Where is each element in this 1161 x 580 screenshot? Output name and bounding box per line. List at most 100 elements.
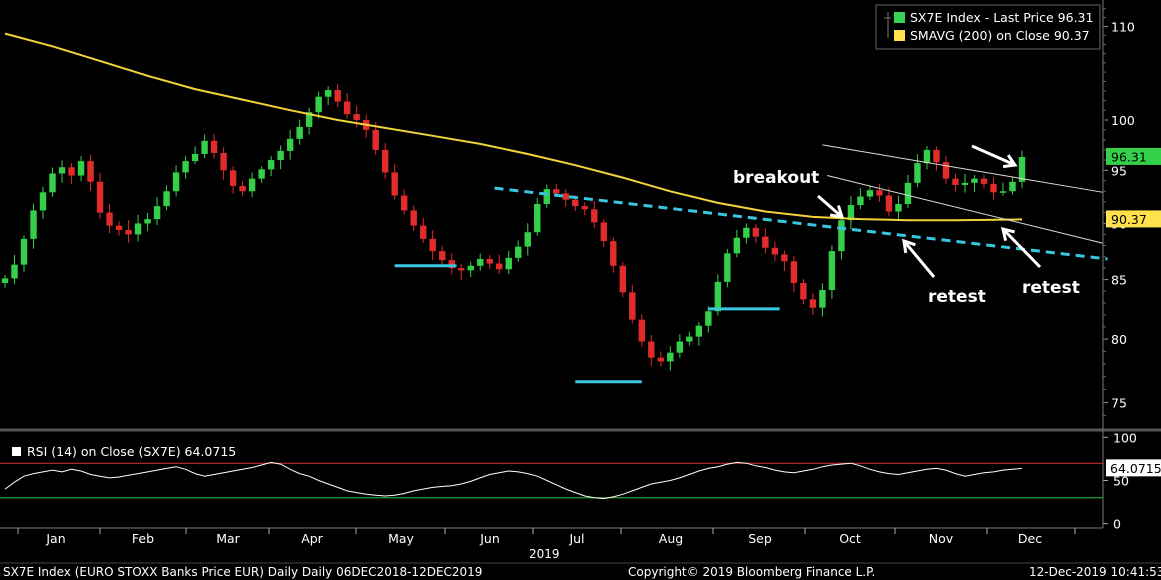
candle (467, 261, 474, 278)
candle (619, 261, 627, 298)
candle-body (286, 138, 294, 151)
candle (961, 173, 969, 193)
candle-body (324, 90, 332, 97)
candle-body (315, 96, 322, 113)
price-ytick-label: 110 (1111, 19, 1135, 34)
candle-body (439, 251, 446, 261)
rsi-last-tag: 64.0715 (1106, 459, 1161, 477)
candle-body (971, 178, 978, 183)
candle (486, 254, 493, 270)
candle (581, 202, 588, 216)
candle-body (676, 341, 684, 353)
candle-body (334, 90, 341, 102)
year-label: 2019 (529, 547, 560, 561)
candle (743, 223, 750, 244)
candle-body (572, 199, 579, 207)
candle (201, 134, 208, 159)
candle (933, 146, 940, 171)
candle (305, 107, 313, 135)
candle-body (505, 257, 512, 270)
candle (543, 184, 550, 208)
candle (695, 321, 703, 346)
candle-body (781, 254, 788, 262)
candle (286, 129, 294, 160)
legend-swatch-sma (894, 30, 905, 41)
candle-body (229, 170, 237, 186)
svg-text:90.37: 90.37 (1111, 212, 1147, 227)
candle-body (305, 112, 313, 127)
candle (87, 154, 94, 191)
candle-body (267, 160, 275, 170)
candle-body (866, 190, 874, 197)
footer-center: Copyright© 2019 Bloomberg Finance L.P. (628, 565, 875, 579)
candle (980, 174, 988, 189)
footer-right: 12-Dec-2019 10:41:53 (1029, 565, 1161, 579)
candle (809, 293, 817, 316)
candle-body (372, 129, 379, 150)
candle-body (39, 192, 47, 211)
candle (923, 145, 931, 170)
candle (182, 156, 189, 179)
candle (248, 172, 256, 198)
candle (914, 154, 921, 188)
candle-body (467, 265, 474, 271)
candle-body (134, 223, 142, 235)
rsi-title: RSI (14) on Close (SX7E) 64.0715 (27, 444, 236, 459)
candle-body (904, 182, 912, 205)
candle-body (239, 185, 246, 192)
candle (343, 92, 351, 119)
candle (1009, 176, 1016, 195)
candle (534, 197, 541, 236)
arrow-breakout (817, 194, 845, 219)
candle-body (562, 193, 569, 200)
candle-body (496, 263, 503, 270)
candle (762, 228, 769, 254)
candle (458, 263, 465, 280)
candle (876, 183, 883, 202)
candle (819, 283, 826, 317)
candle (372, 122, 379, 155)
candle-body (752, 227, 760, 237)
sma200-line (4, 32, 1023, 222)
candle (96, 172, 104, 219)
candle-body (581, 206, 588, 210)
annotation-breakout: breakout (733, 168, 819, 188)
candle-body (838, 220, 845, 252)
candle-body (458, 268, 465, 271)
candle-body (895, 204, 902, 212)
candle-body (191, 153, 199, 162)
candle (258, 166, 265, 184)
arrow-channel-break (971, 144, 1018, 169)
candle (952, 173, 959, 192)
candle (866, 186, 874, 201)
candle (296, 119, 303, 145)
candle (153, 197, 161, 226)
candle (990, 177, 997, 200)
candle (838, 214, 845, 260)
candle-body (885, 195, 893, 212)
price-last-tag: 96.31 (1106, 147, 1161, 165)
candle-body (762, 236, 769, 248)
candle-body (952, 178, 959, 185)
candle-body (629, 292, 636, 320)
candle (800, 278, 807, 304)
candle-body (923, 149, 931, 164)
rsi-line (4, 461, 1023, 500)
candle-body (828, 251, 836, 291)
candle (705, 306, 712, 333)
candle (220, 147, 227, 180)
candle-body (515, 246, 522, 258)
candle (790, 255, 798, 293)
candle (971, 175, 978, 192)
candle-body (695, 325, 703, 337)
month-label: Oct (839, 531, 861, 546)
candle-body (448, 260, 455, 269)
candle (733, 229, 741, 258)
price-ytick-label: 85 (1111, 273, 1127, 288)
candle (172, 165, 180, 197)
candle-body (30, 210, 37, 239)
candle (210, 133, 218, 159)
month-label: Mar (216, 531, 240, 546)
candle (752, 224, 760, 244)
